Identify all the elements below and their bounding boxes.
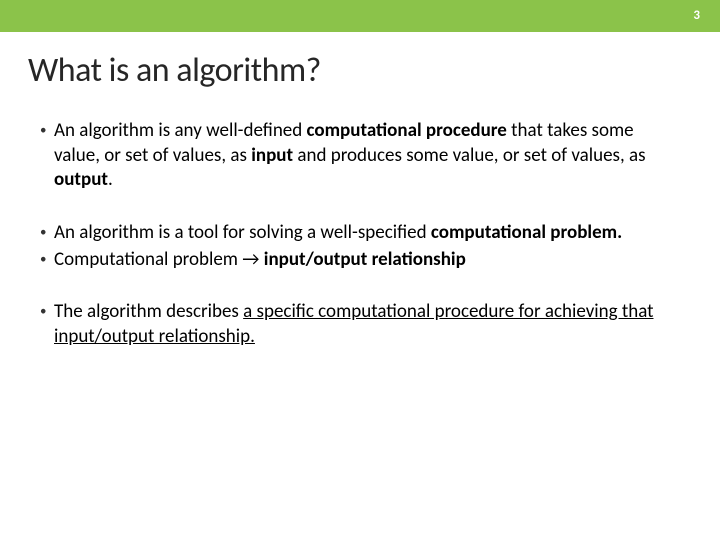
- bullet-marker: •: [40, 119, 54, 140]
- text-segment: An algorithm is a tool for solving a wel…: [54, 221, 431, 244]
- text-segment: The algorithm describes: [54, 300, 243, 323]
- header-bar: 3: [0, 0, 720, 32]
- text-segment: input/output relationship: [264, 248, 466, 271]
- text-segment: computational problem.: [431, 221, 622, 244]
- bullet-marker: •: [40, 221, 54, 242]
- bullet-item: •Computational problem → input/output re…: [40, 248, 680, 273]
- bullet-item: •An algorithm is any well-defined comput…: [40, 119, 680, 193]
- bullet-text: An algorithm is a tool for solving a wel…: [54, 221, 680, 246]
- slide-content: •An algorithm is any well-defined comput…: [0, 99, 720, 350]
- text-segment: .: [108, 168, 113, 191]
- text-segment: Computational problem →: [54, 248, 264, 271]
- text-segment: An algorithm is any well-defined: [54, 119, 307, 142]
- text-segment: output: [54, 168, 108, 191]
- slide-title: What is an algorithm?: [0, 32, 720, 99]
- bullet-item: •An algorithm is a tool for solving a we…: [40, 221, 680, 246]
- bullet-group: •The algorithm describes a specific comp…: [40, 300, 680, 349]
- page-number: 3: [693, 8, 700, 23]
- text-segment: input: [251, 144, 293, 167]
- bullet-text: An algorithm is any well-defined computa…: [54, 119, 680, 193]
- text-segment: and produces some value, or set of value…: [293, 144, 645, 167]
- bullet-group: •An algorithm is any well-defined comput…: [40, 119, 680, 193]
- bullet-marker: •: [40, 300, 54, 321]
- bullet-text: Computational problem → input/output rel…: [54, 248, 680, 273]
- bullet-group: •An algorithm is a tool for solving a we…: [40, 221, 680, 272]
- bullet-marker: •: [40, 248, 54, 269]
- text-segment: computational procedure: [307, 119, 507, 142]
- bullet-item: •The algorithm describes a specific comp…: [40, 300, 680, 349]
- bullet-text: The algorithm describes a specific compu…: [54, 300, 680, 349]
